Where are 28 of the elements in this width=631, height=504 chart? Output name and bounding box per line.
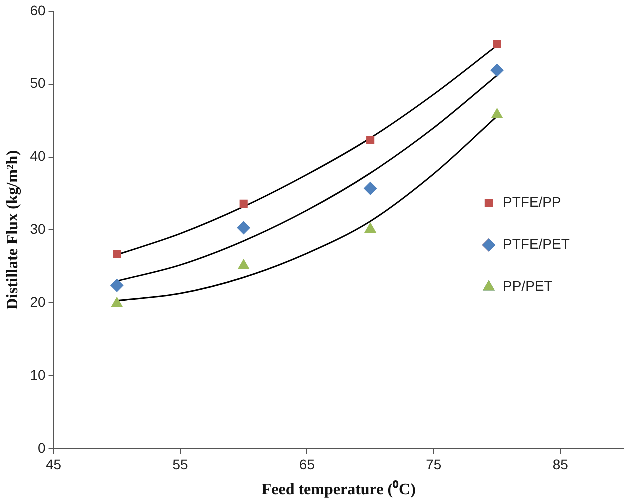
point (364, 222, 376, 233)
y-tick-label: 30 (30, 221, 46, 238)
x-tick-label: 55 (172, 456, 188, 472)
point (490, 64, 504, 77)
point (364, 182, 378, 196)
x-tick-label: 75 (426, 456, 442, 472)
x-tick-label: 65 (299, 456, 316, 472)
legend-label: PTFE/PP (503, 194, 562, 210)
point (238, 259, 250, 270)
y-tick-label: 20 (30, 294, 46, 310)
point (113, 250, 122, 258)
x-tick-label: 85 (552, 456, 569, 472)
y-tick-label: 50 (30, 75, 46, 92)
legend-label: PP/PET (503, 278, 554, 294)
point (110, 279, 124, 292)
x-axis-title: Feed temperature (⁰C) (262, 480, 416, 499)
point (111, 297, 123, 308)
y-tick-label: 0 (38, 440, 46, 456)
point (237, 222, 250, 235)
x-tick-label: 45 (46, 456, 62, 472)
y-tick-label: 40 (30, 148, 46, 164)
y-tick-label: 10 (30, 366, 46, 383)
y-axis-title: Distillate Flux (kg/m²h) (4, 150, 22, 310)
legend-label: PTFE/PET (503, 236, 570, 252)
point (366, 136, 375, 145)
y-tick-label: 60 (30, 2, 46, 18)
point (240, 200, 248, 208)
point (493, 40, 502, 48)
